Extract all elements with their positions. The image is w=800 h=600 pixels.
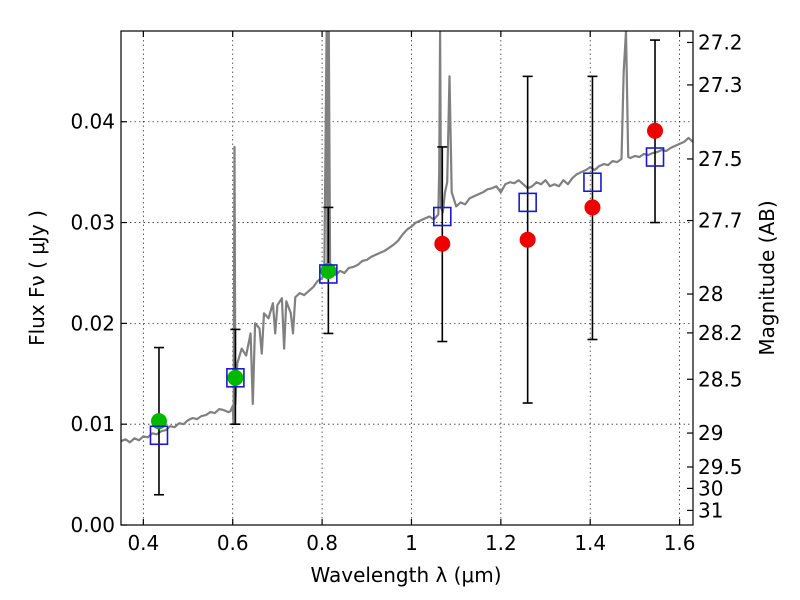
mag-tick-label: 28.5 [698,367,743,391]
y-tick-label: 0.02 [70,311,115,335]
model-square-point [226,368,245,388]
model-square-point [149,425,169,446]
axis-ticks: 0.4 0.6 0.8 1 1.2 1.4 1.6 0.00 0.01 0.02 0.03 0.04 2… [70,30,742,555]
x-tick-label: 1.2 [485,531,517,555]
mag-tick-label: 31 [698,498,723,522]
mag-tick-label: 28.2 [698,321,743,345]
y-axis-right-label: Magnitude (AB) [755,200,779,355]
x-tick-label: 0.8 [306,531,338,555]
plot-area [121,31,693,496]
mag-tick-label: 29 [698,421,723,445]
y-tick-label: 0.01 [70,412,115,436]
mag-tick-label: 27.5 [698,147,743,171]
red-data-point [647,122,664,139]
x-tick-label: 1.6 [664,531,696,555]
red-data-point [584,199,601,216]
y-tick-label: 0.04 [70,110,115,134]
plot-frame [120,30,694,526]
red-data-point [434,235,451,252]
sed-template-line [121,31,693,444]
green-data-point [320,262,337,279]
model-square-point [433,206,452,227]
mag-tick-label: 29.5 [698,455,743,479]
model-square-point [583,172,602,193]
mag-tick-label: 27.7 [698,209,743,233]
x-tick-label: 0.6 [217,531,249,555]
mag-tick-label: 27.3 [698,73,743,97]
mag-tick-label: 30 [698,476,723,500]
y-axis-label: Flux Fν ( μJy ) [25,210,49,346]
x-tick-label: 0.4 [127,531,159,555]
model-square-point [319,264,338,284]
grid [121,31,693,526]
green-data-point [150,413,167,430]
model-square-point [645,147,665,167]
mag-tick-label: 28 [698,282,723,306]
green-data-point [227,369,244,386]
x-axis-label: Wavelength λ (μm) [310,563,501,587]
y-tick-label: 0.00 [70,513,115,537]
x-tick-label: 1.4 [574,531,606,555]
red-data-point [519,231,536,248]
y-tick-label: 0.03 [70,211,115,235]
mag-tick-label: 27.2 [698,30,743,54]
x-tick-label: 1 [405,531,418,555]
model-square-point [518,192,537,213]
